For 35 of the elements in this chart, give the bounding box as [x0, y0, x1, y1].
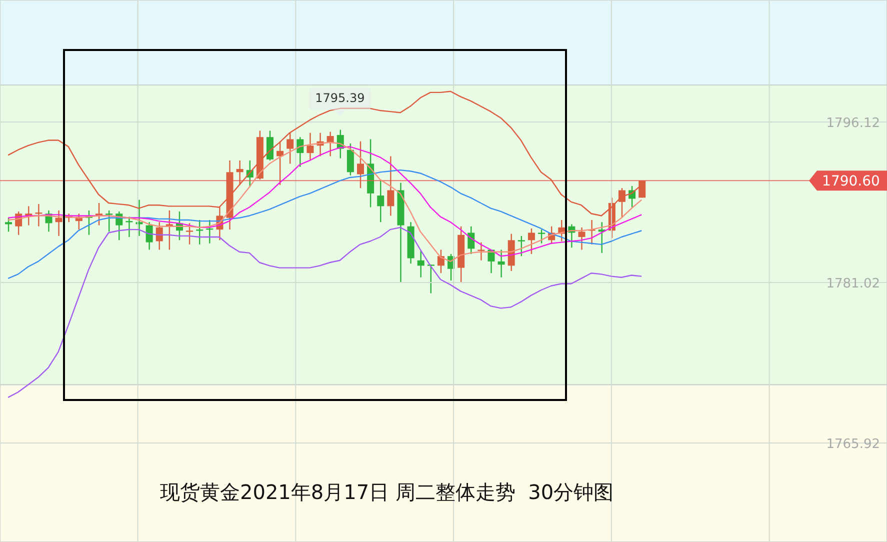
candlestick	[518, 235, 525, 257]
annotation: 1795.39	[315, 90, 365, 105]
candlestick	[578, 226, 586, 250]
line-series	[7, 169, 642, 280]
y-tick-label: 1781.02	[826, 276, 880, 292]
y-tick-label: 1765.92	[826, 436, 880, 452]
candlestick	[306, 132, 314, 162]
candlestick	[126, 216, 133, 238]
candlestick	[296, 136, 304, 168]
candlestick	[427, 264, 434, 294]
candlestick	[346, 142, 354, 176]
candlestick	[5, 217, 12, 232]
candlestick	[498, 249, 505, 278]
candlestick	[528, 228, 535, 255]
candlestick	[236, 160, 244, 186]
line-series	[7, 226, 642, 398]
candlestick	[468, 226, 475, 255]
candlestick	[286, 132, 294, 164]
candlestick	[186, 222, 194, 246]
ref-line-label: 1790.60	[822, 174, 880, 190]
candlestick	[357, 140, 364, 189]
candlestick	[196, 219, 204, 246]
candlestick	[146, 222, 153, 250]
text: 现货黄金2021年8月17日 周二整体走势 30分钟图	[160, 479, 614, 506]
candlestick	[166, 210, 173, 250]
candlestick	[387, 156, 394, 216]
candlestick	[538, 228, 546, 244]
candlestick	[106, 210, 113, 232]
candlestick	[55, 210, 62, 237]
candlestick	[417, 250, 424, 278]
candlestick	[326, 131, 334, 157]
y-tick-label: 1796.12	[826, 116, 880, 132]
candlestick	[377, 179, 384, 223]
candlestick	[266, 130, 274, 162]
candlestick	[478, 242, 485, 261]
